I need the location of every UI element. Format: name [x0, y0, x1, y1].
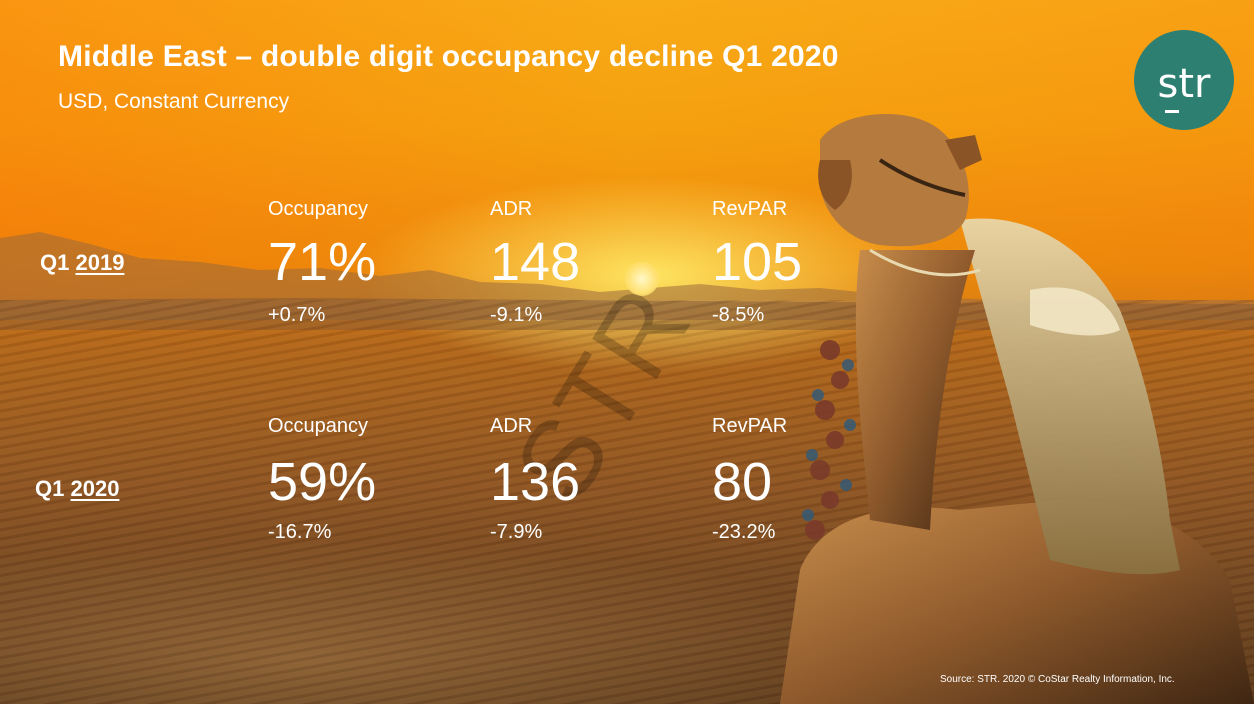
row-label-2020: Q1 2020 — [35, 476, 119, 502]
row-year: 2020 — [70, 476, 120, 501]
source-note: Source: STR. 2020 © CoStar Realty Inform… — [940, 674, 1175, 685]
row-period: Q1 — [40, 250, 70, 275]
metric-label-adr: ADR — [490, 198, 533, 220]
metric-change-revpar: -23.2% — [712, 521, 776, 543]
metric-change-occupancy: +0.7% — [268, 304, 326, 326]
sun — [625, 262, 659, 296]
metric-label-occupancy: Occupancy — [268, 198, 369, 220]
row-period: Q1 — [35, 476, 65, 501]
metric-change-occupancy: -16.7% — [268, 521, 332, 543]
metric-change-revpar: -8.5% — [712, 304, 765, 326]
metric-value-occupancy: 59% — [268, 452, 377, 512]
metric-label-revpar: RevPAR — [712, 415, 788, 437]
row-year: 2019 — [75, 250, 125, 275]
metric-value-revpar: 105 — [712, 232, 803, 292]
metric-value-occupancy: 71% — [268, 232, 377, 292]
metric-value-adr: 136 — [490, 452, 581, 512]
metric-value-revpar: 80 — [712, 452, 773, 512]
page-subtitle: USD, Constant Currency — [58, 90, 290, 113]
metric-label-adr: ADR — [490, 415, 533, 437]
page-title: Middle East – double digit occupancy dec… — [58, 40, 839, 73]
metric-change-adr: -7.9% — [490, 521, 543, 543]
logo-text: str — [1157, 61, 1211, 107]
str-logo: str — [1134, 30, 1234, 130]
metric-label-occupancy: Occupancy — [268, 415, 369, 437]
metric-label-revpar: RevPAR — [712, 198, 788, 220]
metric-value-adr: 148 — [490, 232, 581, 292]
row-label-2019: Q1 2019 — [40, 250, 124, 276]
camel-image — [780, 113, 1254, 704]
metric-change-adr: -9.1% — [490, 304, 543, 326]
logo-underline — [1165, 110, 1179, 113]
